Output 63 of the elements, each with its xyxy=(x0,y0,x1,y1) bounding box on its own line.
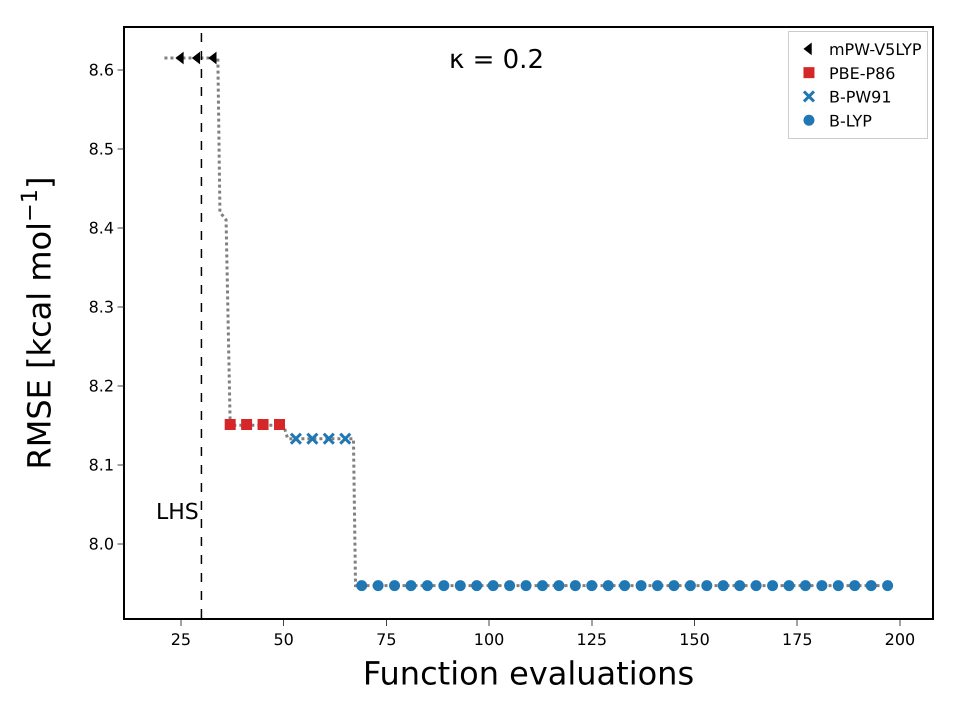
x-tick-label: 75 xyxy=(376,630,397,649)
point xyxy=(866,580,877,592)
point xyxy=(488,580,499,592)
point xyxy=(289,432,302,446)
point xyxy=(520,580,532,592)
x-tick-label: 50 xyxy=(273,630,294,649)
point xyxy=(668,580,680,592)
point xyxy=(224,418,236,430)
point xyxy=(322,432,336,446)
point xyxy=(306,432,319,446)
point xyxy=(241,418,252,430)
point xyxy=(602,580,614,592)
legend-label: PBE-P86 xyxy=(828,64,896,83)
point xyxy=(553,580,564,592)
point xyxy=(636,580,647,592)
x-tick-label: 125 xyxy=(576,630,608,649)
legend-label: mPW-V5LYP xyxy=(828,40,922,60)
point xyxy=(734,580,746,592)
y-tick-label: 8.1 xyxy=(88,455,114,474)
y-tick-label: 8.4 xyxy=(88,218,114,238)
point xyxy=(619,580,630,592)
point xyxy=(258,418,269,430)
annotation: κ = 0.2 xyxy=(449,45,544,75)
point xyxy=(684,580,696,592)
ref-line-label: LHS xyxy=(156,500,199,525)
x-tick-label: 200 xyxy=(884,630,916,649)
x-axis-title: Function evaluations xyxy=(362,654,694,692)
x-tick-label: 175 xyxy=(782,630,813,649)
point xyxy=(504,580,516,592)
y-tick-label: 8.0 xyxy=(88,534,114,554)
point xyxy=(784,580,795,592)
point xyxy=(882,580,894,592)
point xyxy=(372,580,384,592)
point xyxy=(438,580,450,592)
y-tick-label: 8.2 xyxy=(88,376,114,396)
point xyxy=(750,580,762,592)
point xyxy=(454,580,466,592)
legend-label: B-LYP xyxy=(828,111,872,130)
point xyxy=(701,580,712,592)
point xyxy=(570,580,581,592)
x-tick-label: 100 xyxy=(474,630,504,649)
x-tick-label: 150 xyxy=(679,630,710,649)
x-tick-label: 25 xyxy=(170,630,192,649)
legend-label: B-PW91 xyxy=(828,88,892,107)
point xyxy=(536,580,548,592)
point xyxy=(586,580,598,592)
point xyxy=(849,580,860,592)
point xyxy=(800,580,811,592)
point xyxy=(718,580,729,592)
point xyxy=(389,580,400,592)
point xyxy=(471,580,482,592)
point xyxy=(816,580,828,592)
y-tick-label: 8.3 xyxy=(88,297,114,316)
point xyxy=(405,580,416,592)
point xyxy=(356,580,368,592)
point xyxy=(338,432,352,446)
point xyxy=(832,580,844,592)
point xyxy=(422,580,433,592)
point xyxy=(652,580,664,592)
point xyxy=(274,418,285,430)
y-tick-label: 8.6 xyxy=(88,60,114,80)
y-tick-label: 8.5 xyxy=(88,139,114,158)
point xyxy=(767,580,778,592)
